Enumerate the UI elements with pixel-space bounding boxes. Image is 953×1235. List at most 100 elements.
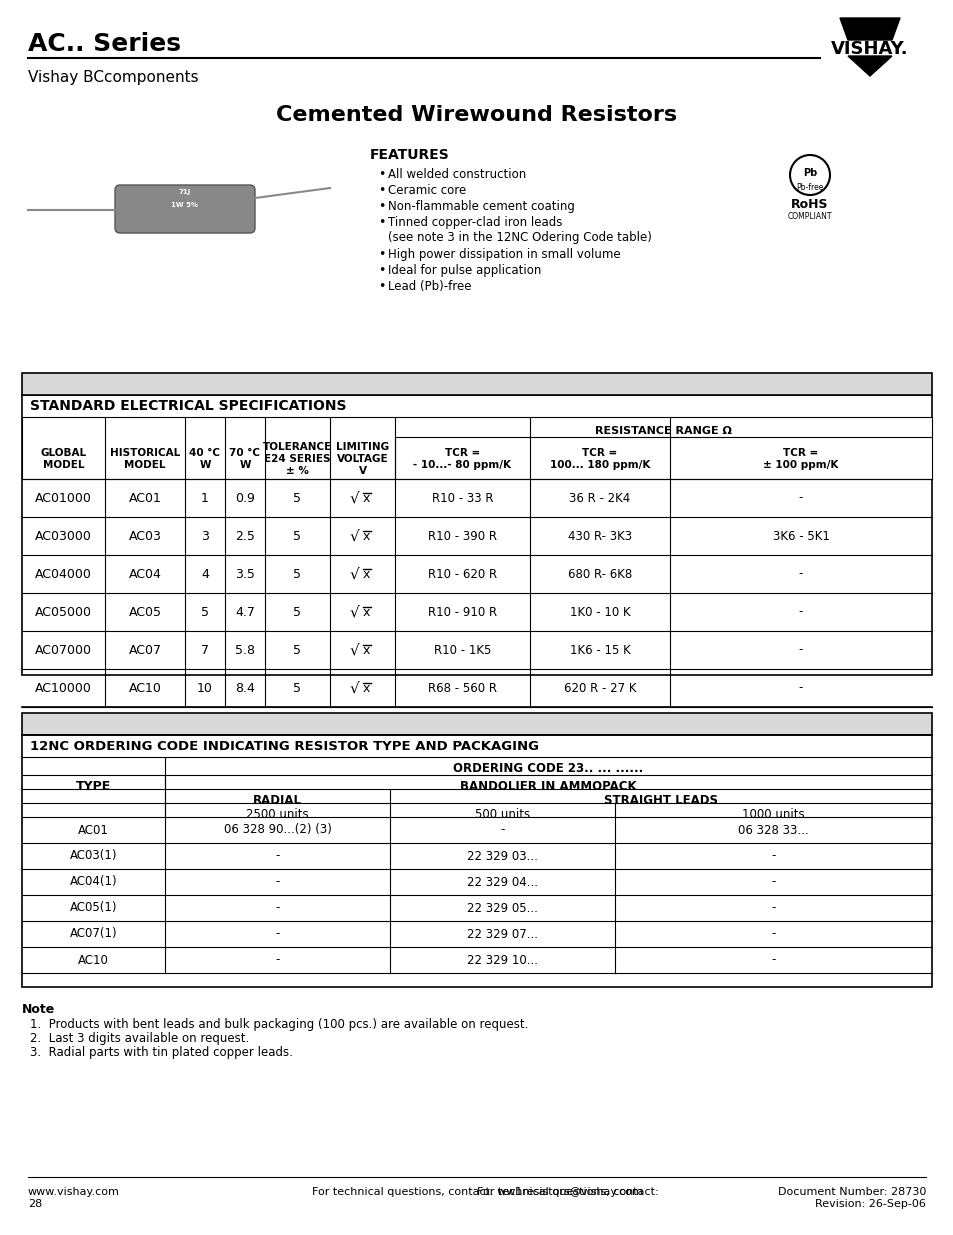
Text: 22 329 10...: 22 329 10... xyxy=(467,953,537,967)
Text: -: - xyxy=(275,953,279,967)
Text: 22 329 03...: 22 329 03... xyxy=(467,850,537,862)
Text: 680 R- 6K8: 680 R- 6K8 xyxy=(567,568,632,580)
Text: 1000 units: 1000 units xyxy=(741,808,804,820)
Text: 70 °C
W: 70 °C W xyxy=(230,448,260,469)
FancyBboxPatch shape xyxy=(22,373,931,395)
Text: AC10: AC10 xyxy=(78,953,109,967)
Text: 1K6 - 15 K: 1K6 - 15 K xyxy=(569,643,630,657)
Text: x: x xyxy=(362,682,370,694)
Text: TCR =
- 10...- 80 ppm/K: TCR = - 10...- 80 ppm/K xyxy=(413,448,511,469)
FancyBboxPatch shape xyxy=(22,417,931,479)
Text: -: - xyxy=(771,902,775,914)
Text: 2500 units: 2500 units xyxy=(246,808,309,820)
Text: •: • xyxy=(377,264,385,277)
Text: R10 - 910 R: R10 - 910 R xyxy=(428,605,497,619)
Text: VISHAY.: VISHAY. xyxy=(830,40,908,58)
Text: x: x xyxy=(362,492,370,505)
Text: -: - xyxy=(771,953,775,967)
Text: Tinned copper-clad iron leads
(see note 3 in the 12NC Odering Code table): Tinned copper-clad iron leads (see note … xyxy=(388,216,651,245)
Text: x: x xyxy=(362,643,370,657)
Text: 40 °C
W: 40 °C W xyxy=(190,448,220,469)
Text: Pb-free: Pb-free xyxy=(796,183,822,191)
Text: •: • xyxy=(377,216,385,228)
Text: R10 - 390 R: R10 - 390 R xyxy=(428,530,497,542)
Text: √: √ xyxy=(349,490,359,505)
Text: COMPLIANT: COMPLIANT xyxy=(787,212,831,221)
FancyBboxPatch shape xyxy=(22,395,931,676)
Text: -: - xyxy=(771,927,775,941)
Text: 430 R- 3K3: 430 R- 3K3 xyxy=(567,530,632,542)
Text: 5: 5 xyxy=(294,605,301,619)
Text: 7: 7 xyxy=(201,643,209,657)
Text: 1.  Products with bent leads and bulk packaging (100 pcs.) are available on requ: 1. Products with bent leads and bulk pac… xyxy=(30,1018,528,1031)
Text: 3K6 - 5K1: 3K6 - 5K1 xyxy=(772,530,828,542)
Text: R10 - 33 R: R10 - 33 R xyxy=(432,492,493,505)
Text: AC01: AC01 xyxy=(129,492,161,505)
Text: AC10000: AC10000 xyxy=(35,682,91,694)
Text: 1: 1 xyxy=(201,492,209,505)
Text: GLOBAL
MODEL: GLOBAL MODEL xyxy=(40,448,87,469)
Text: 5.8: 5.8 xyxy=(234,643,254,657)
Text: -: - xyxy=(771,876,775,888)
Text: 2.5: 2.5 xyxy=(234,530,254,542)
Text: •: • xyxy=(377,280,385,293)
Text: √: √ xyxy=(349,680,359,695)
Text: LIMITING
VOLTAGE
V: LIMITING VOLTAGE V xyxy=(335,442,389,475)
Text: √: √ xyxy=(349,529,359,543)
Text: Ideal for pulse application: Ideal for pulse application xyxy=(388,264,540,277)
Text: 620 R - 27 K: 620 R - 27 K xyxy=(563,682,636,694)
Text: Document Number: 28730
Revision: 26-Sep-06: Document Number: 28730 Revision: 26-Sep-… xyxy=(777,1187,925,1209)
Text: RESISTANCE RANGE Ω: RESISTANCE RANGE Ω xyxy=(595,426,731,436)
Text: AC07(1): AC07(1) xyxy=(70,927,117,941)
Text: RADIAL: RADIAL xyxy=(253,794,302,806)
Text: x: x xyxy=(362,605,370,619)
Text: AC01: AC01 xyxy=(78,824,109,836)
Text: ORDERING CODE 23.. ... ......: ORDERING CODE 23.. ... ...... xyxy=(453,762,643,774)
Text: 500 units: 500 units xyxy=(475,808,530,820)
Text: 06 328 33...: 06 328 33... xyxy=(738,824,808,836)
Text: •: • xyxy=(377,184,385,198)
Text: TYPE: TYPE xyxy=(76,779,111,793)
Text: •: • xyxy=(377,248,385,261)
Text: √: √ xyxy=(349,604,359,620)
Text: 4: 4 xyxy=(201,568,209,580)
Text: -: - xyxy=(771,850,775,862)
Text: 36 R - 2K4: 36 R - 2K4 xyxy=(569,492,630,505)
Text: 5: 5 xyxy=(294,643,301,657)
Text: -: - xyxy=(798,682,802,694)
Text: Vishay BCcomponents: Vishay BCcomponents xyxy=(28,70,198,85)
Text: R10 - 620 R: R10 - 620 R xyxy=(428,568,497,580)
Text: For technical questions, contact:: For technical questions, contact: xyxy=(476,1187,661,1197)
Text: All welded construction: All welded construction xyxy=(388,168,526,182)
Text: 22 329 04...: 22 329 04... xyxy=(467,876,537,888)
Text: 12NC ORDERING CODE INDICATING RESISTOR TYPE AND PACKAGING: 12NC ORDERING CODE INDICATING RESISTOR T… xyxy=(30,740,538,752)
Text: AC01000: AC01000 xyxy=(35,492,91,505)
Text: Ceramic core: Ceramic core xyxy=(388,184,466,198)
Text: HISTORICAL
MODEL: HISTORICAL MODEL xyxy=(110,448,180,469)
Text: High power dissipation in small volume: High power dissipation in small volume xyxy=(388,248,620,261)
Text: 5: 5 xyxy=(201,605,209,619)
Text: -: - xyxy=(798,643,802,657)
Text: Lead (Pb)-free: Lead (Pb)-free xyxy=(388,280,471,293)
Text: TCR =
100... 180 ppm/K: TCR = 100... 180 ppm/K xyxy=(549,448,650,469)
Text: 10: 10 xyxy=(197,682,213,694)
Text: AC05(1): AC05(1) xyxy=(70,902,117,914)
Text: 5: 5 xyxy=(294,492,301,505)
Text: R10 - 1K5: R10 - 1K5 xyxy=(434,643,491,657)
Polygon shape xyxy=(840,19,899,40)
Text: AC04: AC04 xyxy=(129,568,161,580)
Text: -: - xyxy=(499,824,504,836)
Text: 71J: 71J xyxy=(178,189,191,195)
Text: Note: Note xyxy=(22,1003,55,1016)
Text: AC10: AC10 xyxy=(129,682,161,694)
Text: 1K0 - 10 K: 1K0 - 10 K xyxy=(569,605,630,619)
Text: FEATURES: FEATURES xyxy=(370,148,449,162)
Text: •: • xyxy=(377,200,385,212)
Text: 3: 3 xyxy=(201,530,209,542)
Text: 22 329 07...: 22 329 07... xyxy=(467,927,537,941)
Text: 1W 5%: 1W 5% xyxy=(172,203,198,207)
Text: -: - xyxy=(275,850,279,862)
Text: -: - xyxy=(798,605,802,619)
Text: Cemented Wirewound Resistors: Cemented Wirewound Resistors xyxy=(276,105,677,125)
Text: TOLERANCE
E24 SERIES
± %: TOLERANCE E24 SERIES ± % xyxy=(263,442,332,475)
